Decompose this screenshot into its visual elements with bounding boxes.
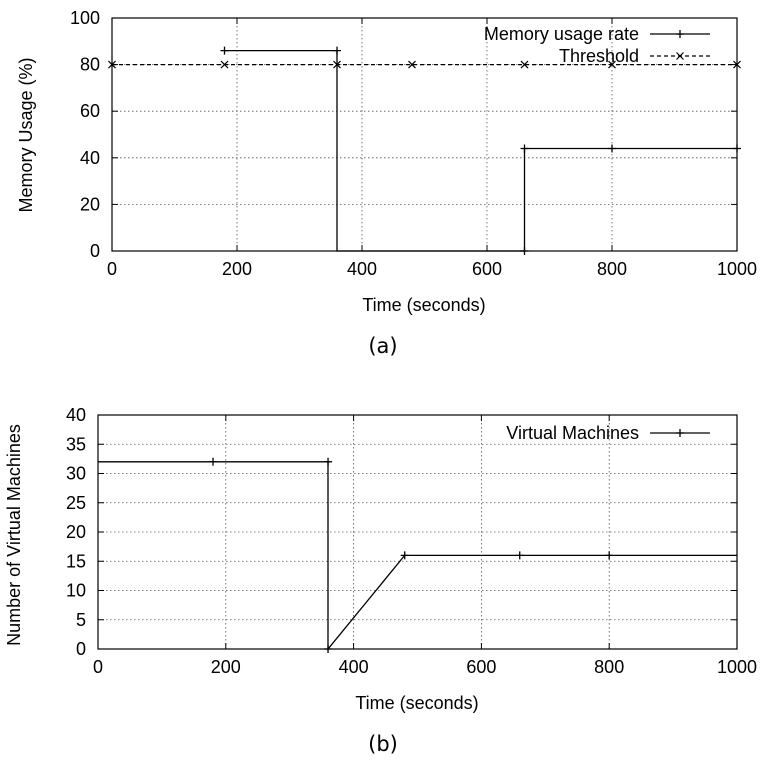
data-point-plus bbox=[515, 551, 524, 560]
grid-lines bbox=[111, 17, 738, 252]
x-tick-label: 400 bbox=[347, 259, 377, 279]
y-tick-label: 80 bbox=[80, 55, 100, 75]
data-point-cross bbox=[608, 60, 616, 69]
series-line-1 bbox=[98, 461, 737, 651]
data-point-plus bbox=[333, 46, 341, 55]
y-tick-label: 0 bbox=[90, 241, 100, 261]
data-point-cross bbox=[220, 60, 229, 69]
y-axis-label: Memory Usage (%) bbox=[16, 57, 36, 212]
data-point-plus bbox=[676, 30, 684, 38]
data-point-plus bbox=[605, 551, 614, 560]
y-tick-label: 20 bbox=[66, 522, 86, 542]
y-tick-label: 10 bbox=[66, 581, 86, 601]
chart-virtual-machines: 0 200 400 600 800 1000 0 5 10 15 20 25 30 35 40 Virtu… bbox=[4, 405, 757, 756]
series-line-1 bbox=[224, 49, 737, 252]
data-point-plus bbox=[400, 551, 409, 560]
y-tick-label: 20 bbox=[80, 194, 100, 214]
data-point-plus bbox=[324, 457, 333, 466]
y-tick-label: 40 bbox=[80, 148, 100, 168]
data-point-cross bbox=[676, 52, 684, 60]
data-point-plus bbox=[324, 645, 333, 653]
y-tick-label: 35 bbox=[66, 434, 86, 454]
y-tick-label: 30 bbox=[66, 464, 86, 484]
chart-memory-usage: 0 200 400 600 800 1000 0 20 40 60 80 100 Memory us… bbox=[16, 8, 757, 358]
panel-caption: (b) bbox=[368, 732, 398, 756]
x-axis-label: Time (seconds) bbox=[362, 295, 485, 315]
x-axis-label: Time (seconds) bbox=[355, 693, 478, 713]
y-tick-label: 15 bbox=[66, 551, 86, 571]
y-tick-labels: 0 5 10 15 20 25 30 35 40 bbox=[66, 405, 86, 659]
y-tick-labels: 0 20 40 60 80 100 bbox=[70, 8, 100, 261]
plot-frame bbox=[97, 414, 738, 650]
data-point-cross bbox=[733, 60, 741, 69]
x-tick-label: 1000 bbox=[717, 657, 757, 677]
data-point-plus bbox=[520, 144, 529, 153]
legend: Virtual Machines bbox=[506, 423, 710, 443]
data-point-plus bbox=[220, 46, 229, 55]
panel-caption: (a) bbox=[368, 334, 397, 358]
series-group bbox=[108, 46, 741, 255]
x-tick-label: 200 bbox=[211, 657, 241, 677]
y-tick-label: 40 bbox=[66, 405, 86, 425]
legend-label: Memory usage rate bbox=[484, 24, 639, 44]
data-point-plus bbox=[608, 144, 616, 153]
grid-lines bbox=[97, 414, 738, 650]
series-group bbox=[98, 457, 737, 653]
data-point-plus bbox=[209, 457, 218, 466]
x-tick-labels: 0 200 400 600 800 1000 bbox=[107, 259, 757, 279]
x-tick-label: 1000 bbox=[717, 259, 757, 279]
x-tick-label: 0 bbox=[107, 259, 117, 279]
x-tick-labels: 0 200 400 600 800 1000 bbox=[93, 657, 757, 677]
data-point-cross bbox=[408, 60, 416, 69]
y-tick-label: 100 bbox=[70, 8, 100, 28]
x-tick-label: 800 bbox=[594, 657, 624, 677]
data-point-plus bbox=[733, 144, 741, 153]
data-point-plus bbox=[676, 429, 684, 437]
x-tick-label: 0 bbox=[93, 657, 103, 677]
y-tick-label: 5 bbox=[76, 610, 86, 630]
x-tick-label: 400 bbox=[339, 657, 369, 677]
legend-label: Threshold bbox=[559, 46, 639, 66]
data-point-plus bbox=[520, 247, 529, 255]
x-tick-label: 800 bbox=[597, 259, 627, 279]
y-tick-label: 60 bbox=[80, 101, 100, 121]
plot-frame bbox=[111, 17, 738, 252]
x-tick-label: 600 bbox=[466, 657, 496, 677]
x-tick-label: 600 bbox=[472, 259, 502, 279]
x-tick-label: 200 bbox=[222, 259, 252, 279]
y-tick-label: 25 bbox=[66, 493, 86, 513]
legend-label: Virtual Machines bbox=[506, 423, 639, 443]
data-point-cross bbox=[333, 60, 341, 69]
data-point-cross bbox=[520, 60, 529, 69]
y-axis-label: Number of Virtual Machines bbox=[4, 424, 24, 646]
y-tick-label: 0 bbox=[76, 639, 86, 659]
data-point-cross bbox=[108, 60, 116, 69]
